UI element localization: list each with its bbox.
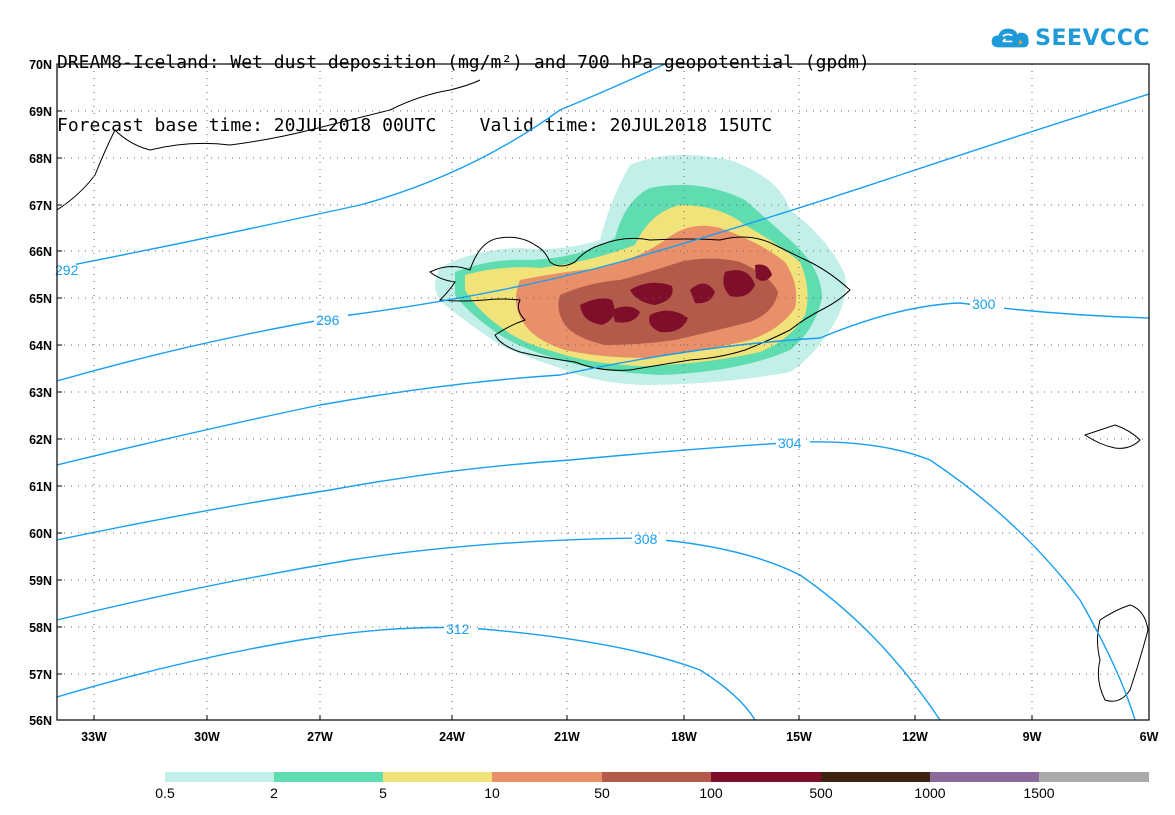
lat-label: 64N [29, 339, 52, 353]
contour-304 [57, 441, 1136, 720]
lon-label: 9W [1023, 730, 1042, 744]
contour-308 [57, 537, 941, 720]
lat-label: 59N [29, 574, 52, 588]
dust-deposition-field [435, 155, 846, 385]
title-line-2: Forecast base time: 20JUL2018 00UTC Vali… [57, 115, 773, 136]
contour-label-308: 308 [634, 531, 658, 547]
contour-292 [57, 64, 666, 269]
contour-label-292: 292 [55, 262, 79, 278]
contour-labels: 292 296 300 304 308 312 [55, 262, 996, 637]
legend-swatch [821, 772, 930, 782]
scotland-coastline [1097, 604, 1149, 702]
lon-label: 18W [671, 730, 697, 744]
contour-label-312: 312 [446, 621, 470, 637]
contour-label-304: 304 [778, 435, 802, 451]
cloud-icon [991, 28, 1029, 48]
faroe-coastline [1083, 424, 1141, 449]
graticule [57, 64, 1149, 720]
greenland-coastline [57, 79, 481, 211]
lon-label: 24W [439, 730, 465, 744]
lat-label: 65N [29, 292, 52, 306]
legend-swatch [602, 772, 711, 782]
contour-296 [57, 93, 1149, 382]
lat-label: 61N [29, 480, 52, 494]
logo-text: SEEVCCC [1035, 25, 1150, 51]
map-title: DREAM8-Iceland: Wet dust deposition (mg/… [57, 10, 870, 157]
contour-300 [57, 302, 1149, 466]
legend-swatch [711, 772, 821, 782]
lat-label: 63N [29, 386, 52, 400]
contour-label-backgrounds [54, 262, 1004, 637]
legend-label: 1000 [914, 785, 946, 801]
contour-label-300: 300 [972, 296, 996, 312]
lat-label: 60N [29, 527, 52, 541]
lat-label: 67N [29, 199, 52, 213]
lat-label: 66N [29, 245, 52, 259]
contour-312 [57, 626, 756, 720]
seevccc-logo: SEEVCCC [990, 20, 1150, 56]
lat-label: 68N [29, 152, 52, 166]
legend-label: 2 [270, 785, 278, 801]
legend-label: 1500 [1023, 785, 1055, 801]
legend-swatch [274, 772, 383, 782]
contour-label-296: 296 [316, 312, 340, 328]
lon-label: 27W [307, 730, 333, 744]
lon-label: 30W [194, 730, 220, 744]
legend-colorbar [165, 772, 1149, 782]
geopotential-contours [57, 64, 1149, 720]
legend-label: 100 [699, 785, 723, 801]
legend-label: 5 [379, 785, 387, 801]
latitude-labels: 70N 69N 68N 67N 66N 65N 64N 63N 62N 61N … [29, 58, 52, 728]
lat-label: 58N [29, 621, 52, 635]
lat-label: 69N [29, 105, 52, 119]
deposition-50 [558, 258, 778, 345]
lon-label: 21W [554, 730, 580, 744]
lat-label: 56N [29, 714, 52, 728]
lat-label: 70N [29, 58, 52, 72]
legend-swatch [383, 772, 492, 782]
axis-ticks [57, 63, 1150, 721]
legend-label: 500 [809, 785, 833, 801]
legend-swatch [492, 772, 602, 782]
lon-label: 33W [81, 730, 107, 744]
legend-label: 50 [594, 785, 610, 801]
longitude-labels: 33W 30W 27W 24W 21W 18W 15W 12W 9W 6W [81, 730, 1158, 744]
lat-label: 62N [29, 433, 52, 447]
legend-swatch [930, 772, 1039, 782]
lon-label: 6W [1140, 730, 1159, 744]
lon-label: 12W [902, 730, 928, 744]
legend-label: 10 [484, 785, 500, 801]
legend-swatch [165, 772, 274, 782]
lon-label: 15W [786, 730, 812, 744]
legend-label: 0.5 [155, 785, 175, 801]
title-line-1: DREAM8-Iceland: Wet dust deposition (mg/… [57, 52, 870, 73]
iceland-coastline [429, 236, 851, 371]
legend-swatch [1039, 772, 1149, 782]
deposition-100 [580, 264, 772, 333]
lat-label: 57N [29, 668, 52, 682]
coastlines [57, 79, 1149, 702]
